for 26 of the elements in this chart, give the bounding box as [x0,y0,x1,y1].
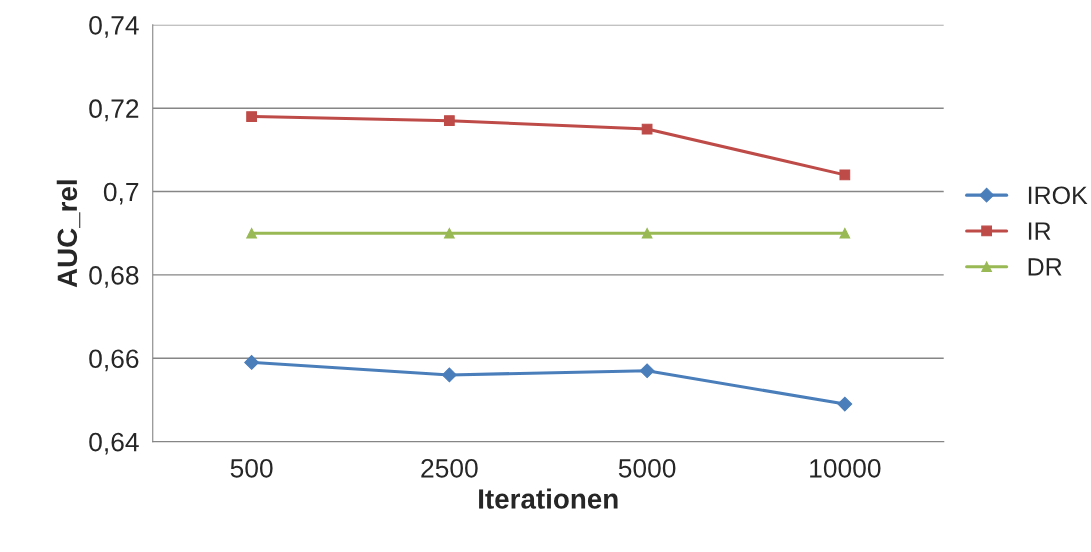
point [441,367,457,383]
x-axis-title: Iterationen [479,488,618,509]
point [443,227,455,239]
y-tick-label: 0,7 [103,182,139,205]
x-tick-label: 10000 [810,458,881,478]
x-tick-label: 500 [230,458,273,478]
point [641,227,653,239]
point [443,115,455,127]
point [839,169,851,181]
x-tick-label: 2500 [421,458,478,478]
x-tick-label: 5000 [618,458,676,478]
point [244,355,260,370]
y-tick-label: 0,74 [89,15,139,38]
y-tick-label: 0,72 [89,99,139,122]
point [639,363,655,379]
legend-label: IROK [1028,186,1088,205]
y-tick-label: 0,64 [89,432,139,455]
legend-label: IR [1028,222,1051,240]
point [246,227,257,239]
point [837,396,853,412]
y-axis-title: AUC_rel [56,180,81,288]
legend-label: DR [1028,258,1062,276]
point [246,111,257,122]
y-tick-label: 0,66 [89,349,139,372]
point [839,227,851,239]
y-tick-label: 0,68 [89,266,139,288]
